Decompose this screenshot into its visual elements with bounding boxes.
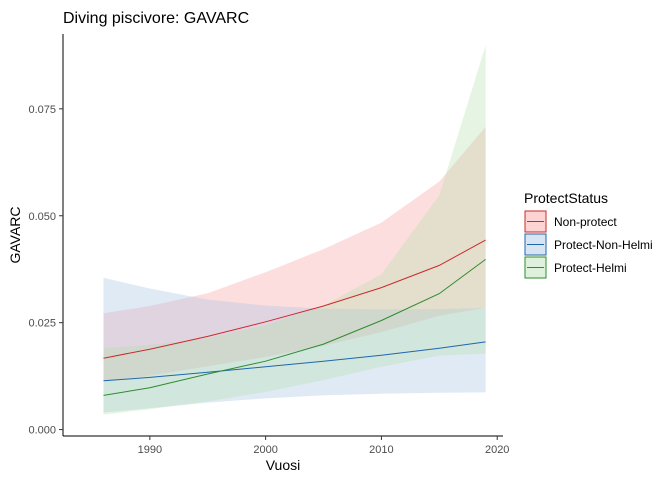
series-line-protect-non-helmi <box>103 341 486 382</box>
x-tick-label: 1990 <box>138 444 162 456</box>
legend-item-non-protect: Non-protect <box>524 210 617 233</box>
x-axis-ticks: 1990 2000 2010 2020 <box>138 436 509 456</box>
x-tick-label: 2000 <box>253 444 277 456</box>
series-line-non-protect <box>103 239 486 359</box>
legend-label: Protect-Non-Helmi <box>554 238 653 252</box>
y-tick-label: 0.000 <box>28 425 56 437</box>
series-lines <box>103 239 486 396</box>
legend-title: ProtectStatus <box>524 190 608 206</box>
y-tick-label: 0.025 <box>28 318 56 330</box>
confidence-ribbons <box>103 45 486 415</box>
x-tick-label: 2020 <box>485 444 509 456</box>
x-tick-label: 2010 <box>369 444 393 456</box>
y-tick-label: 0.050 <box>28 211 56 223</box>
ribbon-non-protect <box>103 126 486 382</box>
ribbon-protect-helmi <box>103 45 486 415</box>
x-axis-title: Vuosi <box>266 457 301 473</box>
y-axis-ticks: 0.000 0.025 0.050 0.075 <box>28 104 63 437</box>
y-tick-label: 0.075 <box>28 104 56 116</box>
legend-item-protect-helmi: Protect-Helmi <box>524 256 627 279</box>
legend-label: Protect-Helmi <box>554 261 627 275</box>
legend: ProtectStatus Non-protect Protect-Non-Hel… <box>524 190 653 279</box>
ribbon-protect-non-helmi <box>103 277 486 413</box>
y-axis-title: GAVARC <box>7 206 23 263</box>
series-line-protect-helmi <box>103 258 486 396</box>
legend-label: Non-protect <box>554 215 617 229</box>
legend-item-protect-non-helmi: Protect-Non-Helmi <box>524 233 653 256</box>
chart-title: Diving piscivore: GAVARC <box>63 10 249 27</box>
